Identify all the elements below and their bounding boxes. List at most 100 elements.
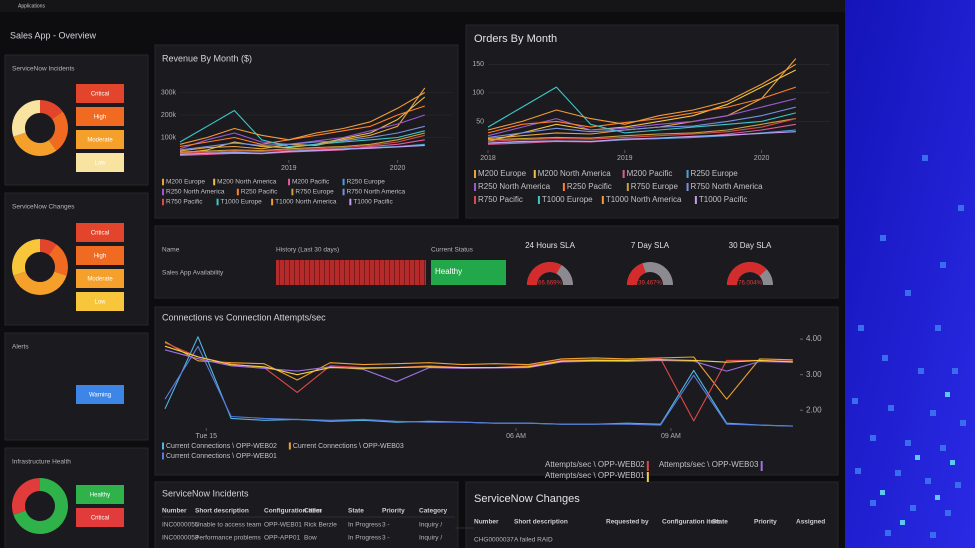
- history-bar: [276, 260, 426, 285]
- legend-label: Moderate: [87, 277, 113, 283]
- panel-title: Alerts: [12, 344, 29, 351]
- page-title: Sales App - Overview: [10, 30, 97, 40]
- x-tick-label: Tue 15: [196, 433, 218, 440]
- column-header: History (Last 30 days): [276, 247, 339, 254]
- legend-label: T1000 Pacific: [353, 199, 393, 206]
- panel-title: Connections vs Connection Attempts/sec: [162, 312, 326, 322]
- legend-label: High: [94, 115, 106, 121]
- donut-slice: [13, 478, 69, 535]
- legend-swatch: [271, 198, 274, 206]
- series-line: [179, 109, 425, 148]
- legend-swatch: [622, 170, 625, 178]
- legend-label: T1000 Europe: [221, 199, 263, 206]
- legend-label: R750 North America: [691, 182, 764, 191]
- table-cell: Inquiry /: [419, 535, 442, 542]
- side-decor: [845, 0, 975, 548]
- legend-box: [76, 269, 124, 288]
- legend-label: R250 Pacific: [241, 189, 278, 196]
- table-cell: INC0000053: [162, 535, 199, 542]
- series-line: [487, 106, 796, 138]
- legend-swatch: [533, 170, 536, 178]
- series-line: [179, 144, 425, 155]
- legend-swatch: [162, 442, 164, 450]
- panel-title: ServiceNow Changes: [12, 204, 75, 211]
- legend-label: Critical: [91, 516, 109, 522]
- legend-swatch: [349, 198, 352, 206]
- legend-swatch: [162, 452, 164, 460]
- legend-swatch: [288, 442, 291, 450]
- legend-swatch: [694, 196, 697, 204]
- panel: [154, 481, 459, 548]
- legend-label: Attempts/sec \ OPP-WEB03: [659, 460, 759, 469]
- legend-swatch: [760, 461, 763, 471]
- legend-box: [76, 246, 124, 265]
- x-tick-label: 2018: [480, 155, 496, 162]
- donut-slice: [13, 132, 57, 156]
- legend-swatch: [162, 178, 164, 186]
- column-header: Assigned: [796, 519, 825, 526]
- pixel-decor-light: [880, 392, 955, 525]
- series-line: [179, 92, 426, 145]
- legend-box: [76, 508, 124, 527]
- series-line: [179, 134, 425, 154]
- legend-swatch: [288, 178, 291, 186]
- y-tick-label: 150: [472, 61, 484, 68]
- table-cell: CHG0000037: [474, 537, 514, 544]
- table-cell: Performance problems: [195, 535, 261, 542]
- panel-title: ServiceNow Incidents: [162, 488, 249, 498]
- legend-swatch: [162, 198, 164, 206]
- legend-label: R250 Europe: [347, 179, 386, 186]
- legend-label: M200 North America: [538, 169, 611, 178]
- panel: [154, 306, 839, 476]
- legend-label: Moderate: [87, 138, 113, 144]
- legend-label: Critical: [91, 92, 109, 98]
- column-header: State: [712, 519, 728, 526]
- legend-label: R250 Pacific: [567, 182, 612, 191]
- gauge-value: [727, 262, 767, 285]
- legend-label: M200 Pacific: [292, 179, 330, 186]
- table-cell: Bow: [304, 535, 317, 542]
- gauge-label: 76.004%: [738, 281, 762, 287]
- legend-box: [76, 223, 124, 242]
- legend-box: [76, 385, 124, 404]
- column-header: Configuration item: [662, 519, 720, 526]
- table-cell: A failed RAID: [514, 537, 553, 544]
- app-menu[interactable]: Applications: [18, 3, 45, 9]
- legend-label: R750 Europe: [295, 189, 334, 196]
- gauge-value: [527, 261, 562, 285]
- panel: [465, 481, 839, 548]
- legend-swatch: [686, 170, 689, 178]
- y-tick-label: 200k: [161, 112, 177, 119]
- pixel-decor: [852, 155, 966, 538]
- donut-slice: [48, 111, 68, 151]
- gauge-title: 24 Hours SLA: [525, 241, 575, 250]
- gauge-title: 7 Day SLA: [631, 241, 670, 250]
- y-tick-label: 300k: [161, 89, 177, 96]
- legend-label: Current Connections \ OPP-WEB01: [166, 453, 277, 460]
- legend-label: Low: [94, 161, 106, 167]
- series-line: [164, 345, 793, 376]
- column-header: Number: [474, 519, 499, 526]
- x-tick-label: 2019: [617, 155, 633, 162]
- panel-title: Orders By Month: [474, 33, 557, 45]
- legend-swatch: [474, 196, 476, 204]
- series-line: [487, 131, 796, 144]
- y-tick-label: 100k: [161, 134, 177, 141]
- legend-label: R250 North America: [166, 189, 225, 196]
- legend-swatch: [601, 196, 604, 204]
- legend-label: Low: [94, 300, 106, 306]
- legend-label: High: [94, 254, 106, 260]
- series-line: [487, 118, 796, 142]
- legend-label: R250 Europe: [691, 169, 739, 178]
- donut-slice: [12, 239, 40, 276]
- legend-label: T1000 Pacific: [699, 195, 747, 204]
- table-cell: 3 -: [382, 522, 390, 529]
- legend-swatch: [216, 198, 219, 206]
- legend-box: [76, 153, 124, 172]
- table-cell: Rick Berzle: [304, 522, 337, 529]
- legend-label: Current Connections \ OPP-WEB02: [166, 443, 277, 450]
- series-line: [179, 132, 425, 153]
- donut-slice: [12, 100, 40, 137]
